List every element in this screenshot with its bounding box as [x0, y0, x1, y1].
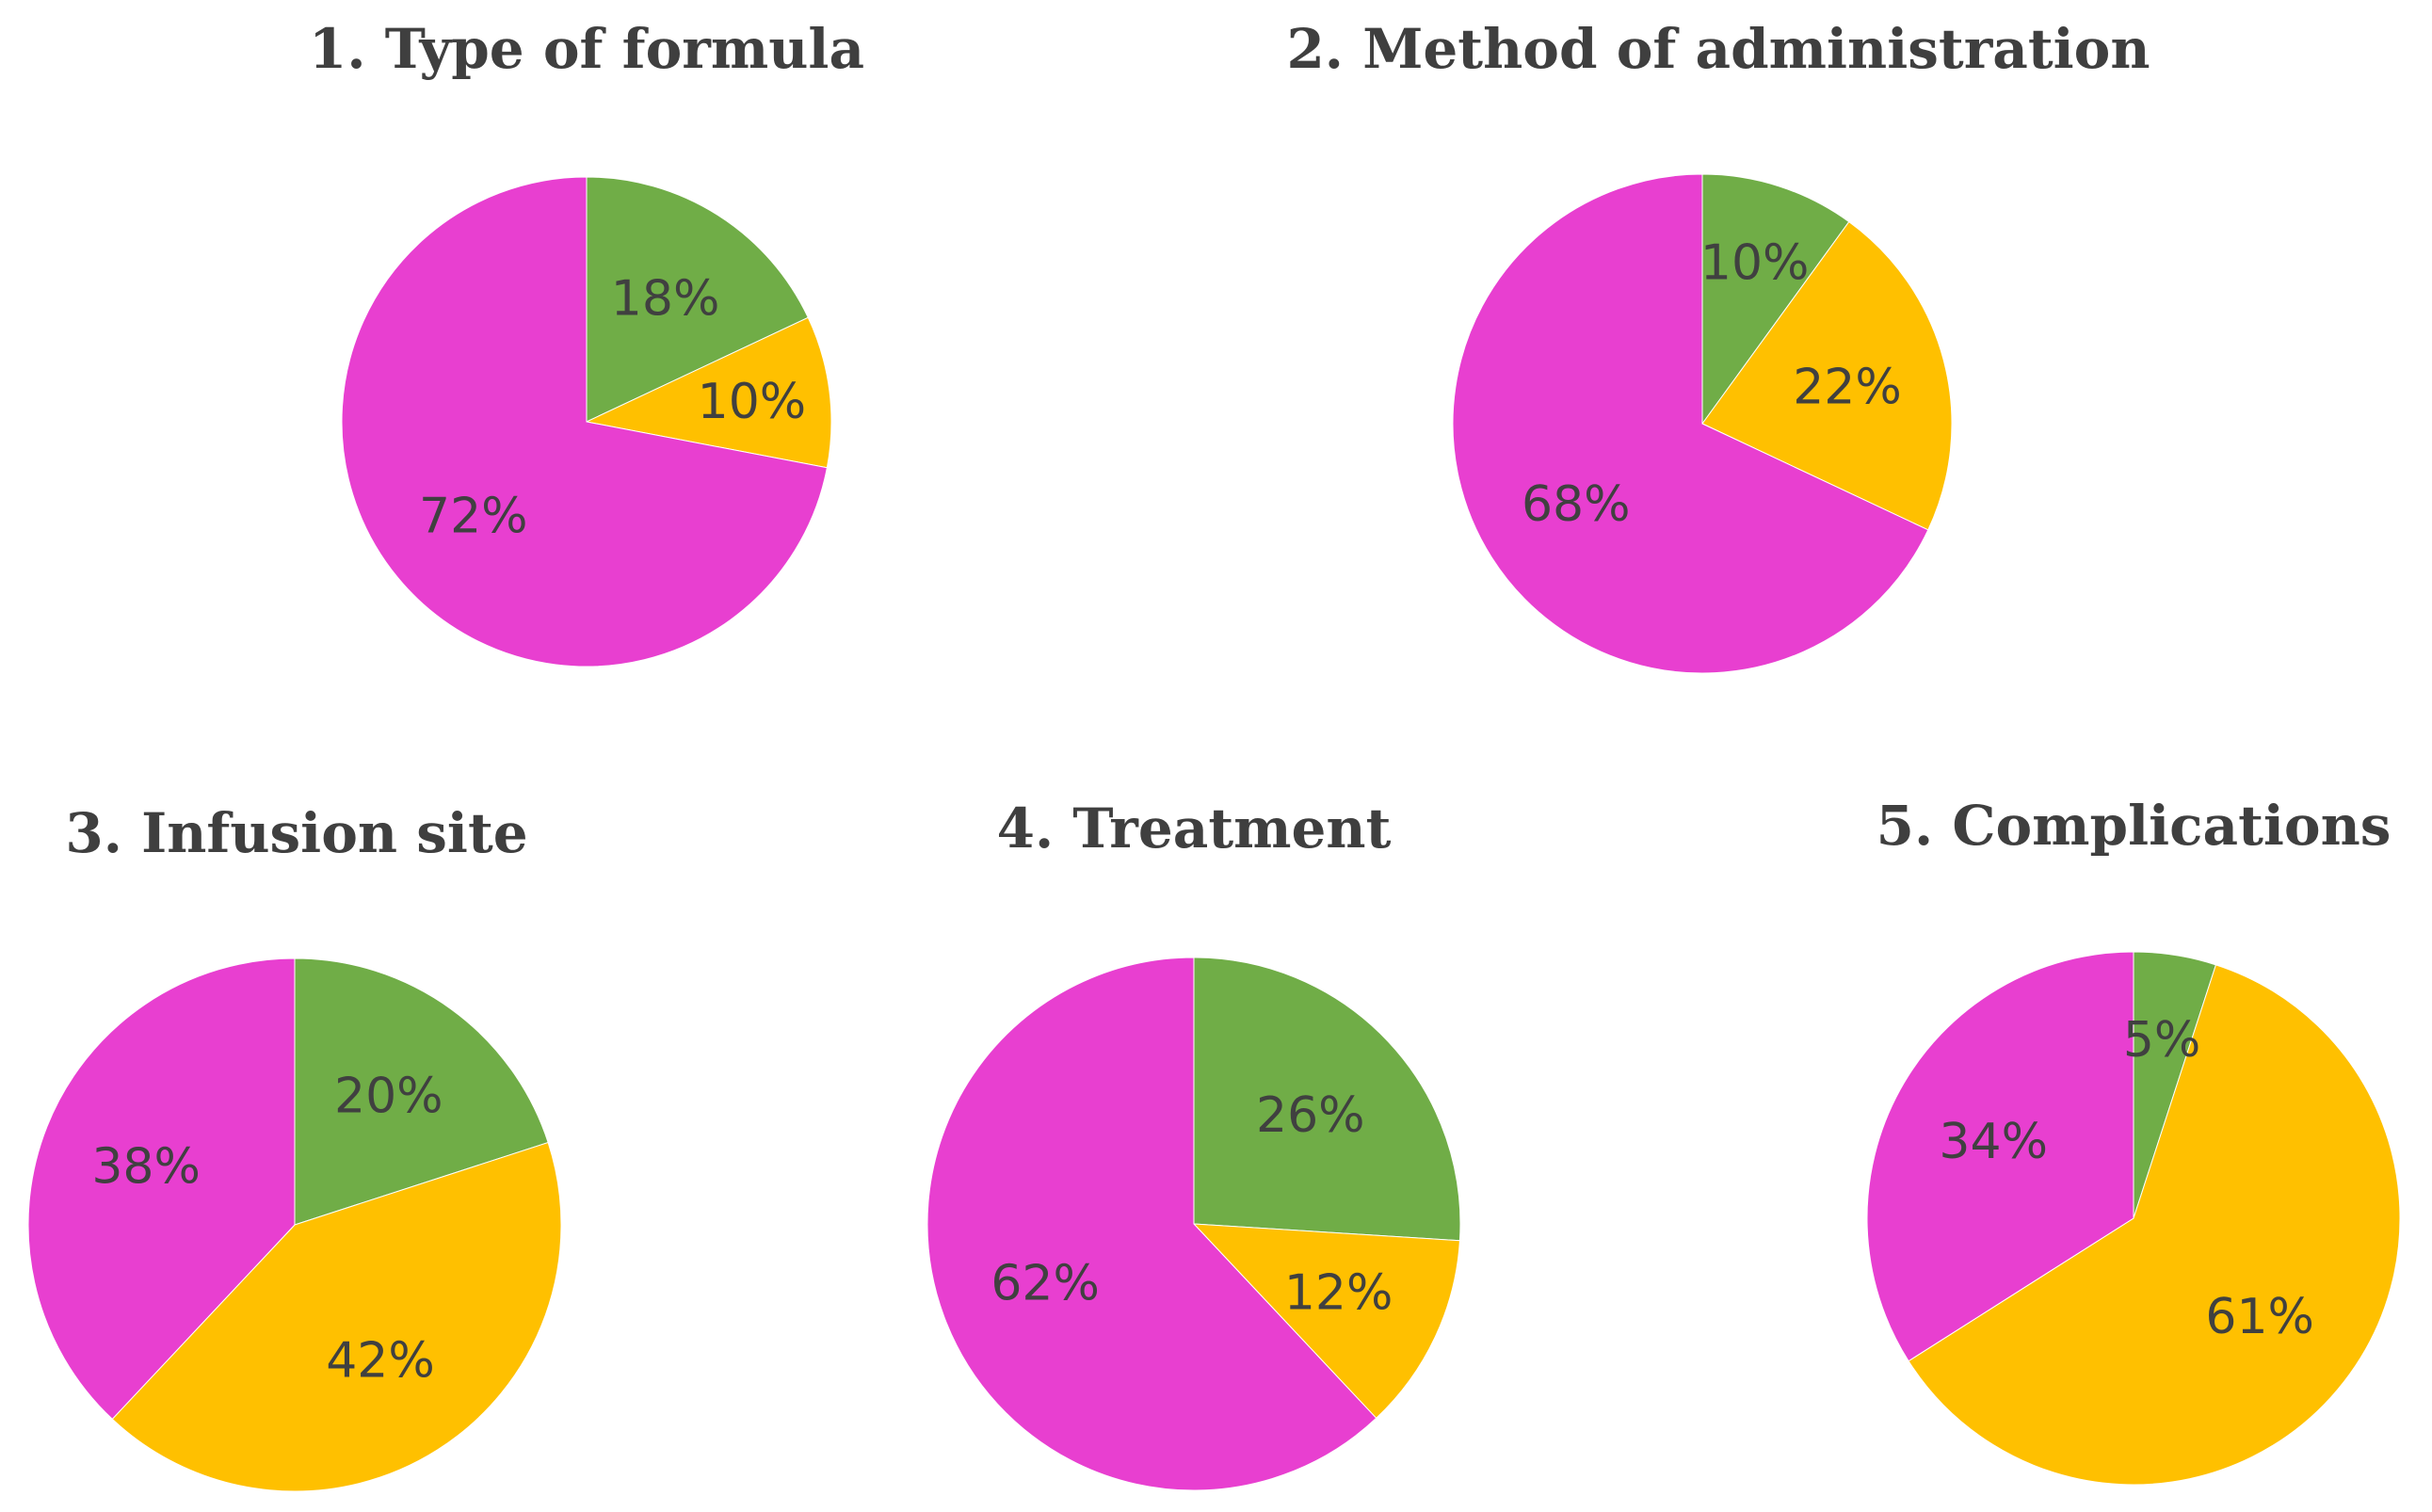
- pie-4-slice-1: [1193, 957, 1461, 1242]
- pie-3-label-3: 38%: [91, 1138, 201, 1195]
- pie-4-slice-3: [926, 957, 1377, 1491]
- pie-4-label-2: 12%: [1284, 1264, 1393, 1321]
- pie-2-slice-1: [1701, 173, 1850, 426]
- pie-3-label-2: 42%: [326, 1332, 435, 1389]
- pie-4-label-3: 62%: [991, 1256, 1100, 1312]
- pie-4-slice-2: [1192, 1223, 1460, 1420]
- pie-5-label-2: 61%: [2205, 1289, 2314, 1345]
- pie-chart-5: 5. Complications 5% 61% 34%: [1866, 794, 2401, 1486]
- pie-1-slice-2: [585, 316, 832, 469]
- pie-2-label-3: 68%: [1522, 476, 1631, 533]
- pie-5-label-1: 5%: [2123, 1012, 2201, 1069]
- pie-2-label-1: 10%: [1700, 235, 1810, 292]
- pie-chart-3: 3. Infusion site 20% 42% 38%: [27, 801, 562, 1492]
- pie-1-slice-3: [341, 176, 828, 668]
- pie-1-label-2: 10%: [698, 374, 807, 430]
- pie-2-label-2: 22%: [1793, 359, 1902, 415]
- pie-1-slice-1: [586, 176, 809, 423]
- pie-chart-4: 4. Treatment 26% 12% 62%: [926, 796, 1461, 1491]
- chart-title-5: 5. Complications: [1876, 794, 2392, 858]
- pie-5-slice-2: [1908, 964, 2401, 1486]
- pie-3-slice-1: [294, 957, 549, 1226]
- pie-3-slice-2: [111, 1141, 562, 1492]
- chart-title-3: 3. Infusion site: [65, 801, 527, 865]
- pie-4-label-1: 26%: [1256, 1087, 1365, 1144]
- pie-5-label-3: 34%: [1939, 1114, 2048, 1170]
- pie-chart-2: 2. Method of administration 10% 22% 68%: [1286, 17, 2150, 674]
- pie-3-label-1: 20%: [334, 1069, 443, 1125]
- pie-2-slice-3: [1452, 173, 1929, 674]
- pie-5-slice-3: [1866, 951, 2134, 1362]
- pie-chart-1: 1. Type of formula 18% 10% 72%: [309, 17, 864, 668]
- pie-3-slice-3: [27, 957, 296, 1421]
- pie-1-label-3: 72%: [419, 488, 528, 544]
- chart-title-2: 2. Method of administration: [1286, 17, 2150, 81]
- chart-title-1: 1. Type of formula: [309, 17, 864, 81]
- pie-1-label-1: 18%: [611, 270, 720, 327]
- chart-title-4: 4. Treatment: [997, 796, 1392, 861]
